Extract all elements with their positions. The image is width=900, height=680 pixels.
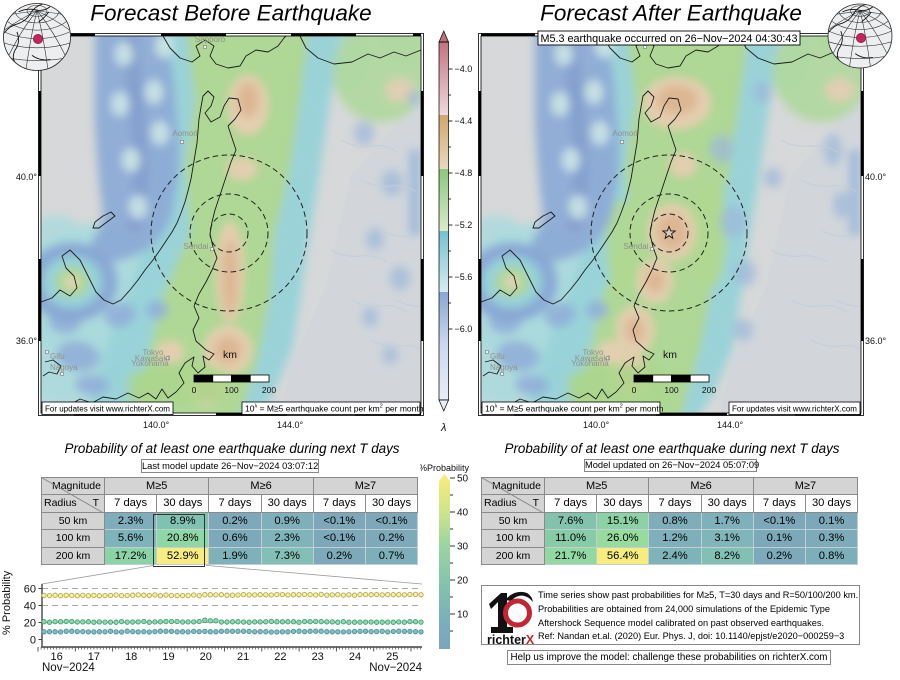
svg-text:40: 40	[24, 601, 36, 613]
svg-text:−4.4: −4.4	[455, 116, 473, 126]
svg-text:22: 22	[274, 651, 286, 663]
svg-text:10: 10	[457, 610, 469, 621]
svg-text:λ: λ	[440, 422, 446, 434]
svg-text:0: 0	[632, 385, 637, 395]
svg-text:Gifu: Gifu	[50, 352, 65, 361]
svg-text:Forecast Before Earthquake: Forecast Before Earthquake	[90, 1, 371, 26]
svg-text:M5.3 earthquake occurred on 26: M5.3 earthquake occurred on 26−Nov−2024 …	[541, 33, 798, 45]
svg-text:−5.2: −5.2	[455, 220, 473, 230]
svg-text:−4.0: −4.0	[455, 64, 473, 74]
svg-text:0: 0	[30, 635, 36, 647]
svg-text:20: 20	[457, 576, 469, 587]
svg-text:50: 50	[457, 474, 469, 485]
svg-text:Gifu: Gifu	[490, 352, 505, 361]
svg-text:Nagoya: Nagoya	[50, 363, 78, 372]
svg-text:36.0°: 36.0°	[865, 336, 887, 346]
svg-text:144.0°: 144.0°	[277, 420, 304, 430]
svg-text:Nov−2024: Nov−2024	[369, 662, 422, 673]
svg-text:km: km	[223, 349, 237, 361]
svg-text:23: 23	[312, 651, 324, 663]
svg-text:60: 60	[24, 584, 36, 596]
svg-text:Aomori: Aomori	[612, 129, 638, 138]
svg-text:100: 100	[224, 385, 238, 395]
svg-text:40: 40	[457, 508, 469, 519]
svg-text:For updates visit www.richterX: For updates visit www.richterX.com	[732, 404, 857, 413]
svg-text:Kawasaki: Kawasaki	[575, 354, 609, 363]
svg-text:140.0°: 140.0°	[583, 420, 610, 430]
svg-text:18: 18	[125, 651, 137, 663]
svg-text:16: 16	[50, 651, 62, 663]
svg-text:km: km	[663, 349, 677, 361]
svg-text:20: 20	[24, 618, 36, 630]
svg-text:Yokohama: Yokohama	[131, 359, 169, 368]
svg-text:Forecast After Earthquake: Forecast After Earthquake	[540, 1, 802, 26]
svg-text:21: 21	[237, 651, 249, 663]
svg-text:−5.6: −5.6	[455, 272, 473, 282]
svg-text:100: 100	[664, 385, 678, 395]
svg-text:10λ = M≥5 earthquake count per: 10λ = M≥5 earthquake count per km2 per m…	[485, 403, 664, 413]
svg-text:−4.8: −4.8	[455, 168, 473, 178]
svg-text:richterX: richterX	[487, 633, 535, 647]
svg-text:200: 200	[702, 385, 716, 395]
svg-text:For updates visit www.richterX: For updates visit www.richterX.com	[45, 404, 170, 413]
svg-text:Nov−2024: Nov−2024	[42, 662, 95, 673]
svg-text:Sapporo: Sapporo	[195, 35, 226, 44]
svg-text:144.0°: 144.0°	[717, 420, 744, 430]
svg-text:Tokyo: Tokyo	[583, 348, 604, 357]
svg-text:140.0°: 140.0°	[143, 420, 170, 430]
svg-text:200: 200	[262, 385, 276, 395]
svg-text:Sendai: Sendai	[184, 242, 209, 251]
svg-text:24: 24	[349, 651, 361, 663]
svg-text:40.0°: 40.0°	[16, 172, 38, 182]
svg-text:Tokyo: Tokyo	[143, 348, 164, 357]
svg-text:Nagoya: Nagoya	[490, 363, 518, 372]
svg-text:% Probability: % Probability	[1, 570, 13, 635]
svg-text:Yokohama: Yokohama	[571, 359, 609, 368]
svg-text:%Probability: %Probability	[420, 463, 470, 473]
svg-text:10λ = M≥5 earthquake count per: 10λ = M≥5 earthquake count per km2 per m…	[245, 403, 424, 413]
svg-text:36.0°: 36.0°	[16, 336, 38, 346]
svg-text:Aomori: Aomori	[172, 129, 198, 138]
svg-text:17: 17	[88, 651, 100, 663]
svg-text:30: 30	[457, 542, 469, 553]
svg-text:Kawasaki: Kawasaki	[135, 354, 169, 363]
svg-text:25: 25	[386, 651, 398, 663]
svg-text:20: 20	[200, 651, 212, 663]
svg-text:0: 0	[192, 385, 197, 395]
svg-text:40.0°: 40.0°	[865, 172, 887, 182]
svg-text:19: 19	[162, 651, 174, 663]
svg-text:Sendai: Sendai	[624, 242, 649, 251]
svg-text:−6.0: −6.0	[455, 324, 473, 334]
